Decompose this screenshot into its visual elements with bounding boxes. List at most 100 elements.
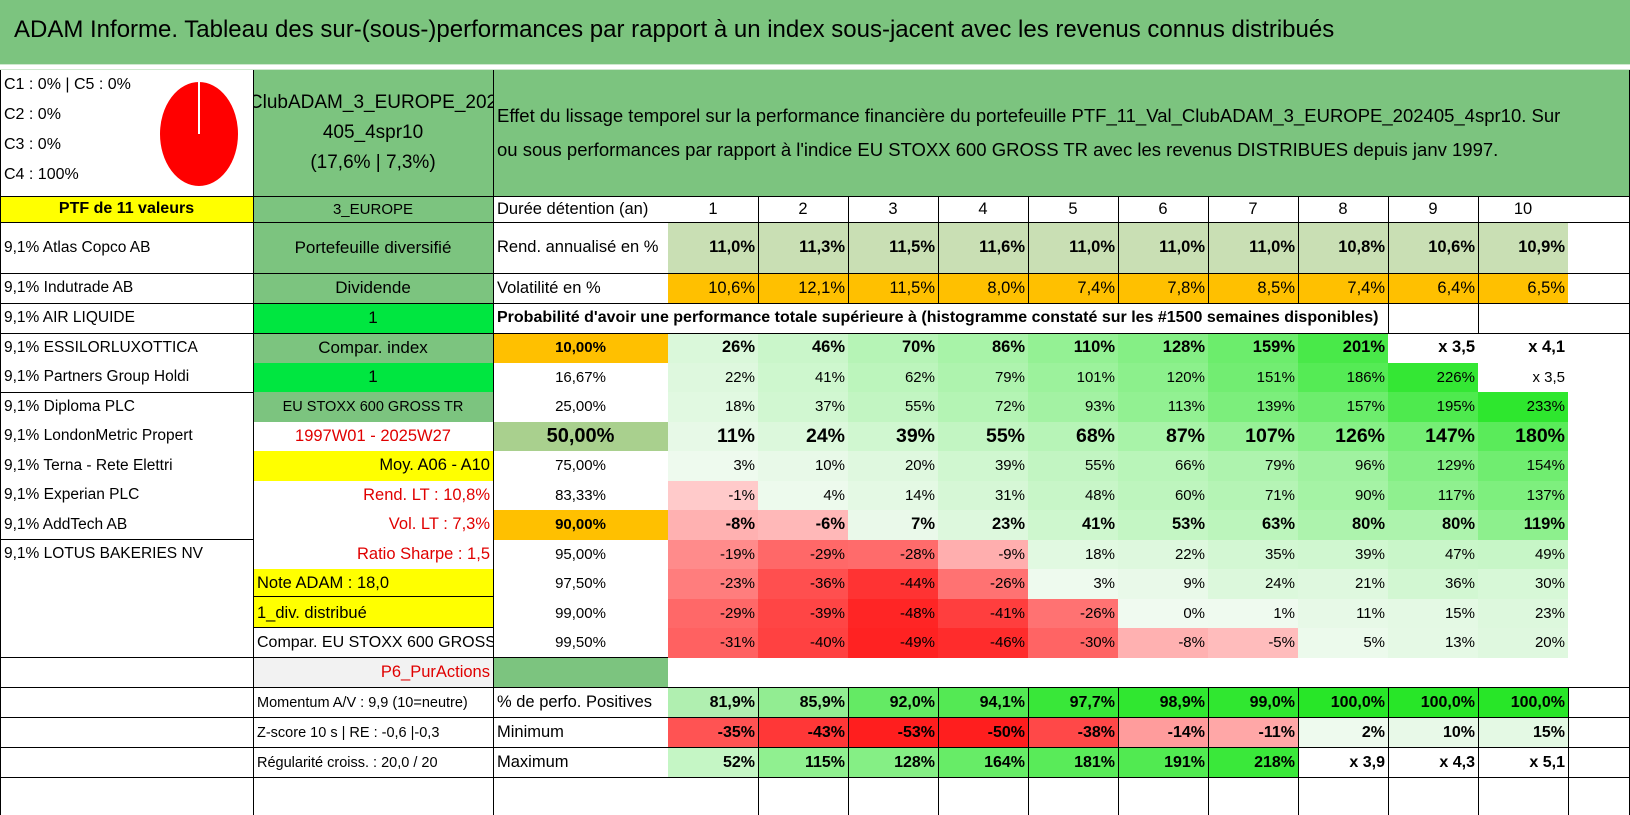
grid-line — [0, 717, 1630, 718]
grid-line — [0, 539, 253, 540]
grid-line — [758, 687, 759, 815]
stat-value: 94,1% — [938, 687, 1028, 718]
year-header: 9 — [1428, 199, 1438, 218]
annualized-return-value: 11,3% — [758, 222, 848, 273]
grid-line — [0, 196, 1630, 197]
probability-value: 117% — [1388, 480, 1478, 510]
grid-line — [493, 70, 494, 815]
probability-value: 11% — [1298, 598, 1388, 628]
volatility-value: 8,5% — [1208, 273, 1298, 303]
holding-row: 9,1% AddTech AB — [4, 515, 128, 533]
probability-value: 70% — [848, 333, 938, 363]
holding-row: 9,1% Indutrade AB — [4, 279, 134, 296]
stat-value: -53% — [848, 717, 938, 748]
probability-value: -26% — [938, 569, 1028, 599]
probability-threshold: 10,00% — [493, 333, 668, 363]
annualized-return-label: Rend. annualisé en % — [497, 238, 659, 256]
probability-value: 107% — [1208, 421, 1298, 451]
description-box: Effet du lissage temporel sur la perform… — [493, 70, 1630, 196]
grid-line — [1028, 687, 1029, 815]
grid-line — [0, 747, 1630, 748]
probability-value: 180% — [1478, 421, 1568, 451]
probability-value: -40% — [758, 628, 848, 658]
legend-item: C1 : 0% | C5 : 0% — [4, 76, 131, 93]
probability-value: 110% — [1028, 333, 1118, 363]
grid-line — [0, 222, 1630, 223]
stat-value: x 4,3 — [1388, 747, 1478, 778]
probability-value: -1% — [668, 480, 758, 510]
probability-value: 0% — [1118, 598, 1208, 628]
year-header: 10 — [1513, 199, 1533, 218]
probability-value: 186% — [1298, 362, 1388, 392]
ptf-header: PTF de 11 valeurs — [0, 196, 253, 222]
probability-value: 201% — [1298, 333, 1388, 363]
probability-value: 39% — [848, 421, 938, 451]
stat-value: x 3,9 — [1298, 747, 1388, 778]
holding-row: 9,1% Partners Group Holdi — [4, 368, 190, 386]
probability-value: 68% — [1028, 421, 1118, 451]
annualized-return-value: 11,5% — [848, 222, 938, 273]
year-header: 8 — [1338, 199, 1348, 218]
probability-value: 147% — [1388, 421, 1478, 451]
page-title: ADAM Informe. Tableau des sur-(sous-)per… — [0, 0, 1630, 66]
probability-value: 113% — [1118, 392, 1208, 422]
info-cell: P6_PurActions — [253, 657, 493, 688]
probability-value: 137% — [1478, 480, 1568, 510]
info-cell: Régularité croiss. : 20,0 / 20 — [257, 754, 438, 771]
grid-line — [1208, 687, 1209, 815]
probability-value: 79% — [1208, 451, 1298, 481]
probability-value: -8% — [1118, 628, 1208, 658]
probability-value: 5% — [1298, 628, 1388, 658]
probability-value: 11% — [668, 421, 758, 451]
stat-value: -50% — [938, 717, 1028, 748]
info-cell: EU STOXX 600 GROSS TR — [253, 392, 493, 422]
probability-value: 21% — [1298, 569, 1388, 599]
probability-value: -39% — [758, 598, 848, 628]
probability-value: 71% — [1208, 480, 1298, 510]
legend-item: C4 : 100% — [4, 166, 79, 183]
probability-value: x 3,5 — [1478, 362, 1568, 392]
volatility-value: 10,6% — [668, 273, 758, 303]
grid-line — [1478, 687, 1479, 815]
grid-line — [1388, 196, 1389, 303]
grid-line — [1028, 196, 1029, 303]
stat-value: 218% — [1208, 747, 1298, 778]
probability-value: -31% — [668, 628, 758, 658]
year-header: 4 — [978, 199, 988, 218]
grid-line — [0, 70, 1, 815]
stat-value: 2% — [1298, 717, 1388, 748]
probability-value: 139% — [1208, 392, 1298, 422]
probability-threshold: 25,00% — [555, 398, 606, 416]
probability-value: 26% — [668, 333, 758, 363]
info-cell: Vol. LT : 7,3% — [388, 515, 490, 534]
probability-value: 101% — [1028, 362, 1118, 392]
probability-value: 46% — [758, 333, 848, 363]
info-cell: Compar. EU STOXX 600 GROSS TR — [257, 633, 493, 651]
probability-value: 37% — [758, 392, 848, 422]
probability-value: 72% — [938, 392, 1028, 422]
probability-value: 126% — [1298, 421, 1388, 451]
probability-value: 13% — [1388, 628, 1478, 658]
grid-line — [1208, 196, 1209, 303]
probability-value: -23% — [668, 569, 758, 599]
probability-value: 151% — [1208, 362, 1298, 392]
probability-value: 233% — [1478, 392, 1568, 422]
portfolio-name-line: (17,6% | 7,3%) — [310, 152, 436, 173]
info-cell: Ratio Sharpe : 1,5 — [357, 544, 490, 563]
probability-value: 9% — [1118, 569, 1208, 599]
holding-row: 9,1% Atlas Copco AB — [4, 238, 151, 256]
volatility-label: Volatilité en % — [497, 278, 601, 297]
stat-value: 98,9% — [1118, 687, 1208, 718]
stat-value: 99,0% — [1208, 687, 1298, 718]
probability-value: 49% — [1478, 539, 1568, 569]
year-header: 7 — [1248, 199, 1258, 218]
probability-value: 36% — [1388, 569, 1478, 599]
probability-value: 22% — [1118, 539, 1208, 569]
probability-value: 15% — [1388, 598, 1478, 628]
year-header: 3 — [888, 199, 898, 218]
info-cell: Momentum A/V : 9,9 (10=neutre) — [257, 694, 468, 711]
probability-value: 39% — [938, 451, 1028, 481]
probability-value: 119% — [1478, 510, 1568, 540]
probability-threshold: 16,67% — [555, 368, 606, 386]
info-cell: Compar. index — [253, 333, 493, 363]
